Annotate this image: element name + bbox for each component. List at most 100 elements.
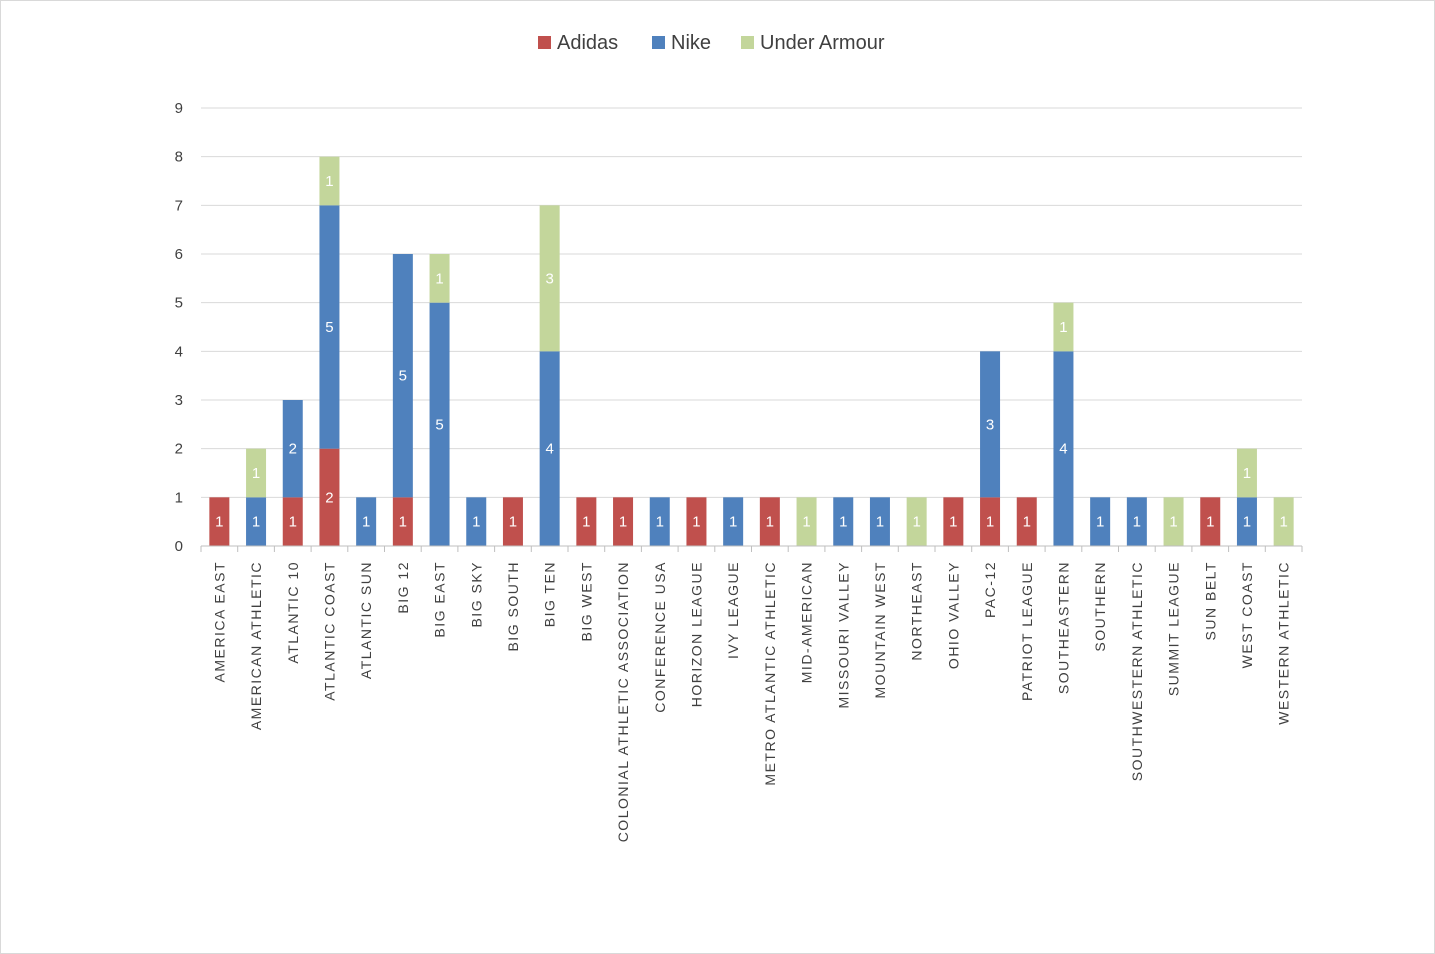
x-tick-label: OHIO VALLEY [945, 561, 961, 669]
data-label: 1 [1169, 514, 1177, 531]
bar-segment [1273, 497, 1294, 546]
y-tick-label: 9 [175, 100, 183, 117]
legend-swatch [741, 36, 754, 49]
x-tick-label: CONFERENCE USA [652, 561, 668, 713]
x-tick-label: AMERICAN ATHLETIC [248, 561, 264, 730]
bar-segment [1053, 351, 1074, 546]
bar-segment [1236, 497, 1257, 546]
bar-segment [833, 497, 854, 546]
bar-segment [539, 205, 560, 352]
bar-segment [429, 302, 450, 546]
y-tick-label: 8 [175, 149, 183, 166]
bar-segment [1126, 497, 1147, 546]
y-tick-label: 2 [175, 441, 183, 458]
y-tick-label: 4 [175, 343, 183, 360]
legend: Adidas Nike Under Armour [538, 32, 885, 54]
bar-segment [466, 497, 487, 546]
data-label: 2 [289, 441, 297, 458]
data-label: 1 [435, 270, 443, 287]
data-label: 2 [325, 489, 333, 506]
bar-segment [282, 497, 303, 546]
data-label: 1 [1279, 514, 1287, 531]
bar-segment [1090, 497, 1111, 546]
bar-segment [502, 497, 523, 546]
bar-segment [392, 254, 413, 498]
data-label: 1 [289, 514, 297, 531]
data-label: 1 [1096, 514, 1104, 531]
bar-segment [723, 497, 744, 546]
y-tick-label: 6 [175, 246, 183, 263]
x-tick-label: SUN BELT [1202, 561, 1218, 640]
x-tick-label: SOUTHERN [1092, 561, 1108, 652]
x-tick-label: SOUTHWESTERN ATHLETIC [1129, 561, 1145, 781]
x-tick-label: SOUTHEASTERN [1055, 561, 1071, 694]
x-tick-label: PAC-12 [982, 561, 998, 618]
data-label: 1 [912, 514, 920, 531]
data-label: 1 [325, 173, 333, 190]
x-tick-label: MID-AMERICAN [799, 561, 815, 683]
x-tick-label: WESTERN ATHLETIC [1276, 561, 1292, 725]
x-tick-label: ATLANTIC COAST [321, 561, 337, 701]
x-tick-label: BIG WEST [578, 561, 594, 641]
data-label: 1 [1243, 514, 1251, 531]
data-label: 1 [509, 514, 517, 531]
legend-swatch [538, 36, 551, 49]
data-label: 1 [362, 514, 370, 531]
bar-segment [980, 497, 1001, 546]
y-axis-ticks: 0 1 2 3 4 5 6 7 8 9 [175, 100, 183, 555]
bar-segment [392, 497, 413, 546]
x-tick-label: MOUNTAIN WEST [872, 561, 888, 698]
x-tick-label: WEST COAST [1239, 561, 1255, 668]
bar-segment [869, 497, 890, 546]
y-tick-label: 3 [175, 392, 183, 409]
data-label: 1 [582, 514, 590, 531]
data-label: 1 [1206, 514, 1214, 531]
bar-segment [282, 400, 303, 498]
y-tick-label: 7 [175, 197, 183, 214]
data-label: 1 [1243, 465, 1251, 482]
data-label: 1 [619, 514, 627, 531]
x-tick-label: ATLANTIC 10 [285, 561, 301, 664]
bar-segment [1163, 497, 1184, 546]
y-tick-label: 0 [175, 538, 183, 555]
x-tick-label: COLONIAL ATHLETIC ASSOCIATION [615, 561, 631, 842]
bar-segment [613, 497, 634, 546]
data-label: 1 [252, 514, 260, 531]
x-tick-label: AMERICA EAST [211, 561, 227, 682]
gridlines [201, 107, 1302, 498]
legend-label: Under Armour [760, 32, 885, 54]
bar-segment [796, 497, 817, 546]
x-tick-label: SUMMIT LEAGUE [1166, 561, 1182, 696]
bar-segment [209, 497, 230, 546]
y-tick-label: 5 [175, 295, 183, 312]
data-label: 4 [545, 441, 553, 458]
data-label: 1 [1023, 514, 1031, 531]
x-tick-label: BIG TEN [542, 561, 558, 627]
bar-segment [1016, 497, 1037, 546]
bar-segment [1200, 497, 1221, 546]
data-label: 1 [729, 514, 737, 531]
y-tick-label: 1 [175, 489, 183, 506]
data-label: 3 [545, 270, 553, 287]
data-label: 1 [876, 514, 884, 531]
data-label: 1 [1133, 514, 1141, 531]
x-tick-label: PATRIOT LEAGUE [1019, 561, 1035, 701]
x-axis-ticks: AMERICA EAST AMERICAN ATHLETIC ATLANTIC 10… [211, 561, 1291, 842]
data-label: 1 [766, 514, 774, 531]
x-tick-label: IVY LEAGUE [725, 561, 741, 659]
bar-segment [319, 205, 340, 449]
bar-segment [943, 497, 964, 546]
bar-segment [539, 351, 560, 546]
bar-segment [246, 448, 267, 498]
x-tick-label: BIG SOUTH [505, 561, 521, 652]
bar-segment [356, 497, 377, 546]
x-tick-label: ATLANTIC SUN [358, 561, 374, 679]
x-tick-label: HORIZON LEAGUE [688, 561, 704, 707]
bar-segment [906, 497, 927, 546]
bar-segment [319, 156, 340, 206]
x-tick-label: NORTHEAST [909, 561, 925, 661]
x-tick-label: METRO ATLANTIC ATHLETIC [762, 561, 778, 786]
bar-segment [246, 497, 267, 546]
bar-segment [686, 497, 707, 546]
